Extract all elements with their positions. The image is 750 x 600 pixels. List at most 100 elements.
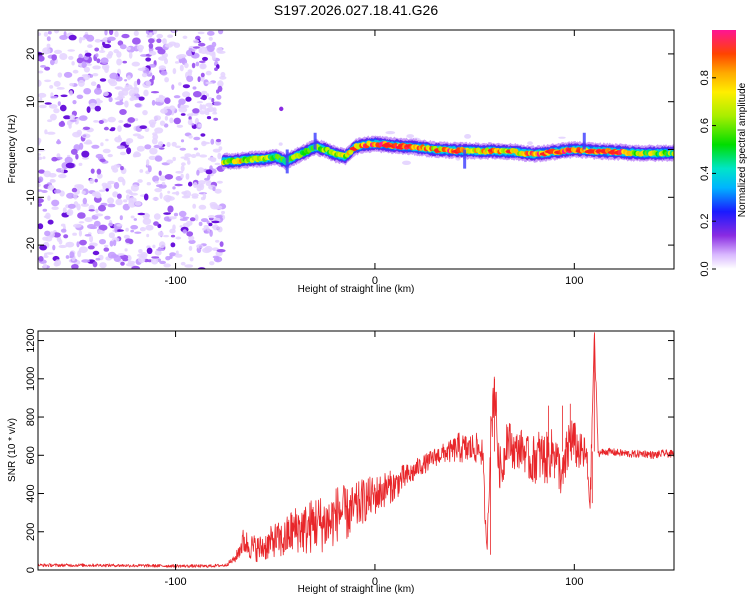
- spectrogram-signal-track: [221, 132, 674, 174]
- noise-blob: [67, 49, 75, 52]
- noise-blob: [53, 108, 60, 114]
- noise-blob: [78, 142, 84, 150]
- noise-blob: [84, 52, 92, 57]
- noise-blob: [154, 188, 163, 193]
- noise-blob: [71, 187, 78, 193]
- noise-blob: [201, 141, 211, 145]
- noise-blob: [193, 91, 202, 98]
- noise-blob: [133, 30, 139, 36]
- noise-blob: [218, 30, 224, 35]
- noise-blob: [98, 224, 108, 231]
- noise-blob: [113, 182, 120, 189]
- noise-blob: [40, 65, 47, 68]
- noise-blob: [182, 91, 191, 98]
- noise-blob: [217, 80, 224, 88]
- noise-blob: [148, 50, 157, 56]
- noise-blob: [179, 218, 188, 221]
- noise-blob: [122, 257, 129, 262]
- noise-blob: [91, 144, 100, 149]
- noise-blob: [75, 153, 79, 160]
- noise-blob: [99, 239, 106, 245]
- noise-blob: [162, 38, 167, 45]
- noise-blob: [49, 113, 57, 121]
- noise-blob: [151, 256, 160, 259]
- noise-blob: [163, 212, 171, 215]
- noise-blob: [119, 44, 127, 50]
- noise-blob: [130, 229, 135, 233]
- noise-blob: [57, 101, 61, 106]
- noise-blob: [145, 224, 154, 231]
- noise-blob: [219, 75, 227, 80]
- noise-blob: [189, 257, 194, 262]
- noise-blob: [153, 115, 162, 121]
- noise-blob: [95, 257, 101, 261]
- noise-blob: [143, 89, 149, 97]
- noise-blob: [201, 90, 208, 94]
- noise-blob: [104, 65, 109, 74]
- noise-blob: [133, 80, 138, 88]
- noise-blob: [124, 100, 129, 108]
- noise-blob: [174, 253, 183, 258]
- noise-blob: [47, 184, 55, 191]
- noise-blob: [192, 203, 197, 209]
- noise-blob: [184, 264, 194, 268]
- noise-blob: [121, 33, 130, 39]
- colorbar-gradient: [712, 30, 736, 269]
- noise-blob: [187, 119, 193, 126]
- noise-blob: [158, 170, 162, 176]
- noise-blob: [92, 73, 99, 77]
- noise-blob: [180, 139, 185, 143]
- noise-blob: [107, 197, 115, 204]
- noise-blob: [173, 117, 181, 125]
- noise-blob: [88, 209, 95, 212]
- noise-blob: [215, 239, 220, 243]
- noise-blob: [79, 239, 87, 246]
- noise-blob: [90, 168, 95, 174]
- noise-blob: [38, 198, 44, 204]
- noise-blob: [96, 98, 101, 102]
- noise-blob: [176, 124, 184, 128]
- noise-blob: [58, 174, 67, 179]
- noise-blob: [182, 229, 187, 234]
- noise-blob: [198, 60, 206, 63]
- noise-blob: [62, 207, 67, 214]
- spectrogram-y-axis-label: Frequency (Hz): [7, 115, 18, 184]
- noise-blob: [171, 191, 180, 195]
- noise-blob: [125, 262, 135, 267]
- noise-blob: [171, 141, 177, 147]
- x-tick-label: 100: [565, 275, 583, 287]
- noise-blob: [92, 250, 100, 256]
- y-tick-label: 200: [25, 523, 37, 541]
- noise-blob: [69, 82, 75, 87]
- noise-blob: [161, 181, 166, 186]
- noise-blob: [104, 30, 108, 36]
- noise-blob: [57, 156, 63, 160]
- noise-blob: [181, 162, 186, 166]
- noise-blob: [78, 246, 88, 253]
- noise-blob: [104, 215, 111, 220]
- noise-blob: [78, 221, 85, 224]
- noise-blob: [72, 69, 79, 74]
- noise-blob: [154, 249, 162, 256]
- noise-blob: [59, 35, 68, 40]
- noise-blob: [158, 94, 164, 98]
- noise-blob: [44, 66, 51, 71]
- noise-blob: [183, 157, 190, 161]
- noise-blob: [150, 91, 160, 94]
- y-tick-label: 10: [25, 96, 37, 108]
- noise-blob: [204, 245, 213, 253]
- noise-blob: [116, 223, 123, 227]
- noise-blob: [42, 51, 50, 55]
- noise-blob: [145, 57, 152, 62]
- noise-blob: [210, 138, 215, 145]
- noise-blob: [212, 148, 221, 153]
- noise-blob: [206, 220, 210, 225]
- faint-blob: [406, 134, 415, 139]
- noise-blob: [87, 44, 93, 49]
- noise-blob: [175, 236, 182, 240]
- noise-blob: [128, 51, 133, 59]
- noise-blob: [139, 125, 147, 129]
- noise-blob: [94, 178, 98, 183]
- noise-blob: [130, 87, 139, 90]
- noise-blob: [60, 167, 64, 174]
